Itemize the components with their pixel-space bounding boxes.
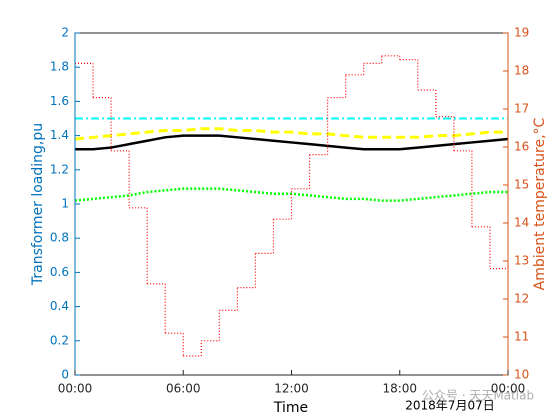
date-label: 2018年7月07日 (405, 399, 494, 413)
y2-tick-label: 15 (514, 178, 529, 192)
y-axis-label: Transformer loading,pu (30, 123, 46, 286)
y2-tick-label: 12 (514, 292, 529, 306)
y-tick-label: 1.4 (50, 128, 69, 142)
watermark: 公众号 · 天天Matlab (422, 389, 534, 403)
y2-tick-label: 19 (514, 26, 529, 40)
y2-tick-label: 13 (514, 254, 529, 268)
series-line (74, 187, 508, 202)
x-tick-label: 18:00 (382, 382, 417, 396)
y-tick-label: 1.2 (50, 162, 69, 176)
y-tick-label: 0.8 (50, 231, 69, 245)
x-tick-label: 00:00 (491, 382, 526, 396)
y2-tick-label: 10 (514, 368, 529, 382)
y-tick-label: 1 (61, 197, 69, 211)
y-tick-label: 0.6 (50, 265, 69, 279)
x-axis-label: Time (273, 400, 308, 416)
y-tick-label: 0.2 (50, 333, 69, 347)
x-tick-label: 06:00 (166, 382, 201, 396)
y2-tick-label: 14 (514, 216, 529, 230)
y-tick-label: 0 (61, 368, 69, 382)
y-tick-label: 2 (61, 26, 69, 40)
x-tick-label: 00:00 (58, 382, 93, 396)
series-line (75, 134, 509, 151)
series-line (74, 127, 508, 141)
y-tick-label: 1.6 (50, 94, 69, 108)
x-tick-label: 12:00 (274, 382, 309, 396)
y2-tick-label: 18 (514, 64, 529, 78)
y2-tick-label: 16 (514, 140, 529, 154)
y2-tick-label: 11 (514, 330, 529, 344)
y2-tick-label: 17 (514, 102, 529, 116)
y-tick-label: 0.4 (50, 299, 69, 313)
y2-axis-label: Ambient temperature,°C (532, 117, 548, 290)
y-tick-label: 1.8 (50, 60, 69, 74)
